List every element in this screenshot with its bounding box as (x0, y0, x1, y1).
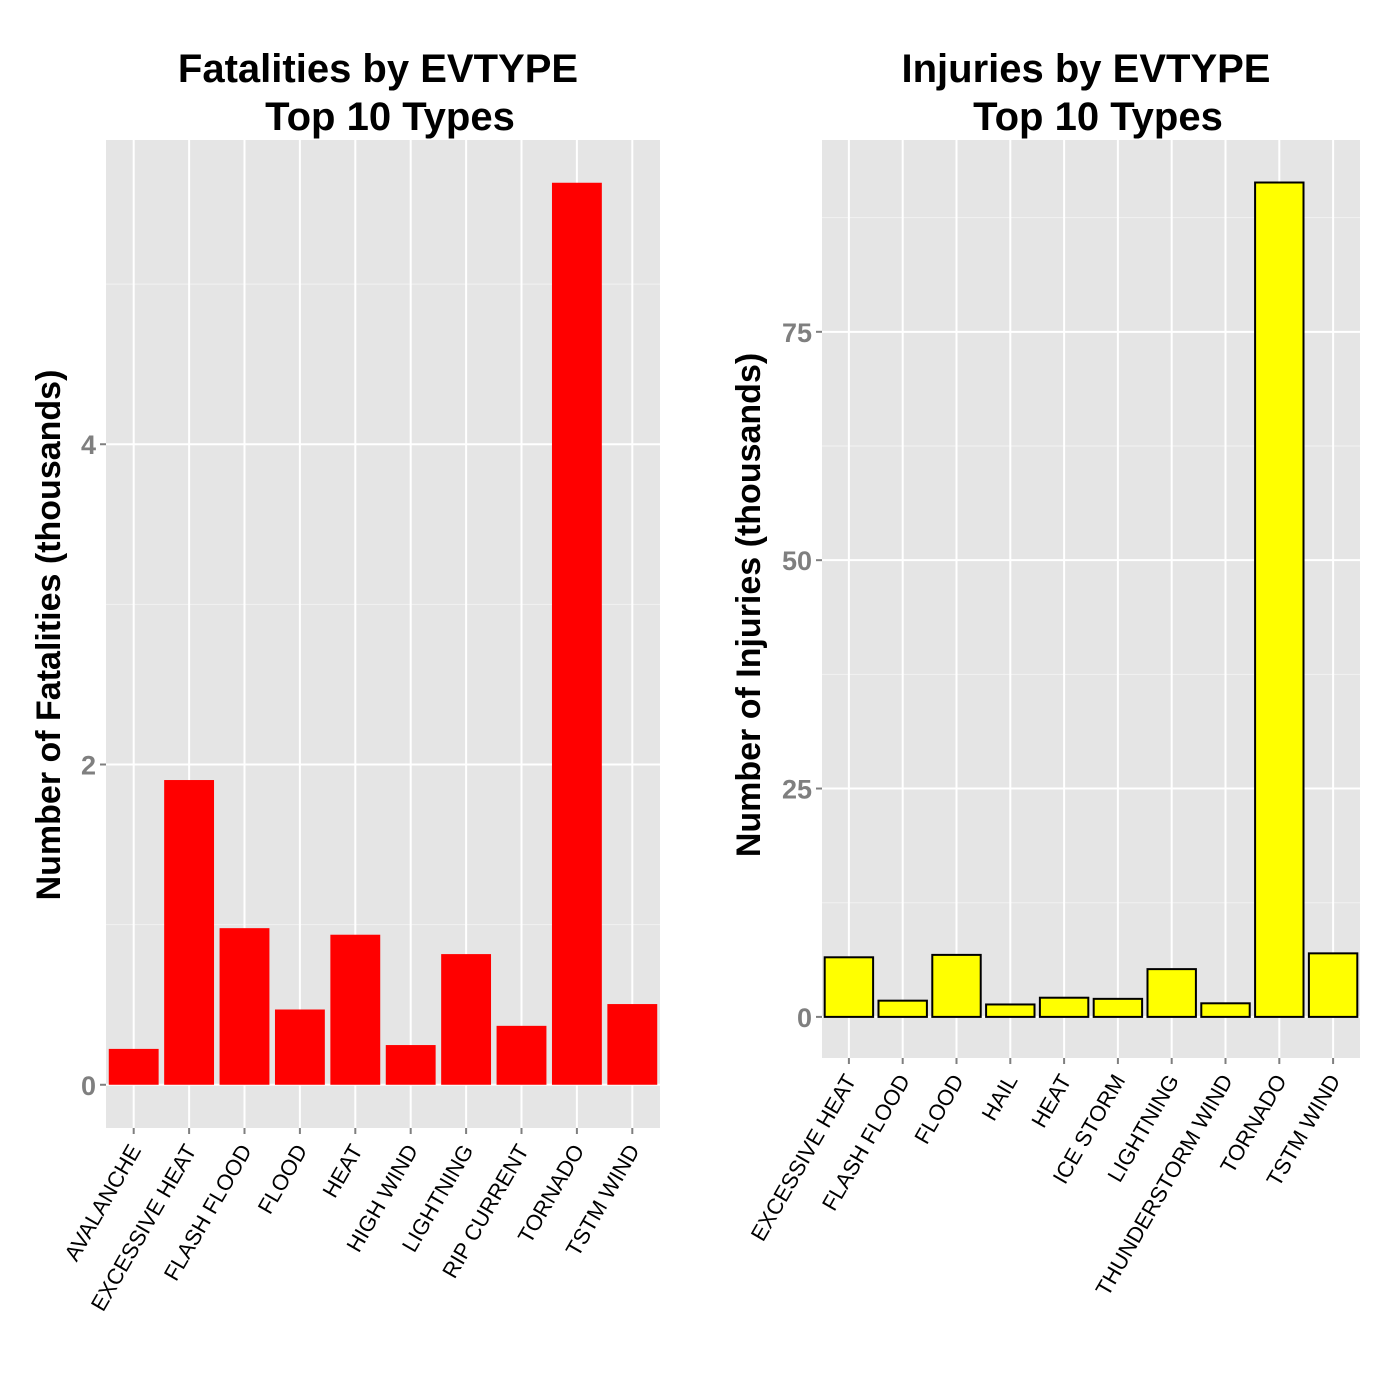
injuries-y-tick-label: 0 (797, 1003, 812, 1033)
injuries-bar (1092, 997, 1144, 1018)
injuries-y-axis-label: Number of Injuries (thousands) (730, 353, 768, 857)
fatalities-bar (385, 1045, 436, 1085)
fatalities-bar (108, 1048, 159, 1085)
injuries-bar (1254, 181, 1305, 1018)
fatalities-y-tick-label: 2 (81, 751, 96, 781)
injuries-bar (1038, 996, 1090, 1018)
injuries-bar (823, 956, 875, 1018)
fatalities-x-tick-label: FLOOD (253, 1140, 313, 1218)
injuries-y-tick-label: 25 (782, 775, 812, 805)
fatalities-chart: Fatalities by EVTYPE Top 10 Types 024AVA… (30, 47, 660, 1315)
injuries-x-tick-label: FLOOD (909, 1070, 969, 1148)
fatalities-bar (551, 182, 602, 1085)
fatalities-chart-title: Fatalities by EVTYPE (178, 47, 578, 91)
injuries-x-tick-label: HAIL (977, 1070, 1023, 1125)
fatalities-bar (607, 1004, 658, 1085)
fatalities-bar (274, 1009, 325, 1085)
injuries-bar (931, 953, 982, 1018)
fatalities-chart-subtitle: Top 10 Types (265, 95, 515, 139)
fatalities-y-tick-label: 0 (81, 1071, 96, 1101)
injuries-bar (1146, 968, 1197, 1018)
fatalities-y-axis-label: Number of Fatalities (thousands) (30, 370, 68, 901)
injuries-y-tick-label: 75 (782, 318, 812, 348)
injuries-x-tick-label: HEAT (1026, 1070, 1076, 1132)
fatalities-bar (441, 954, 492, 1085)
fatalities-bar (330, 934, 381, 1085)
fatalities-x-tick-label: HEAT (317, 1140, 367, 1202)
injuries-chart-subtitle: Top 10 Types (973, 95, 1223, 139)
injuries-chart: Injuries by EVTYPE Top 10 Types 0255075E… (730, 47, 1360, 1300)
fatalities-bar (219, 928, 270, 1085)
injuries-y-tick-label: 50 (782, 546, 812, 576)
injuries-bar (877, 999, 928, 1018)
injuries-bar (1307, 952, 1359, 1018)
injuries-bar (985, 1003, 1036, 1018)
fatalities-y-tick-label: 4 (81, 430, 96, 460)
fatalities-bar (496, 1025, 547, 1085)
injuries-chart-title: Injuries by EVTYPE (901, 47, 1270, 91)
fatalities-bar (164, 780, 215, 1085)
injuries-bar (1200, 1002, 1251, 1018)
